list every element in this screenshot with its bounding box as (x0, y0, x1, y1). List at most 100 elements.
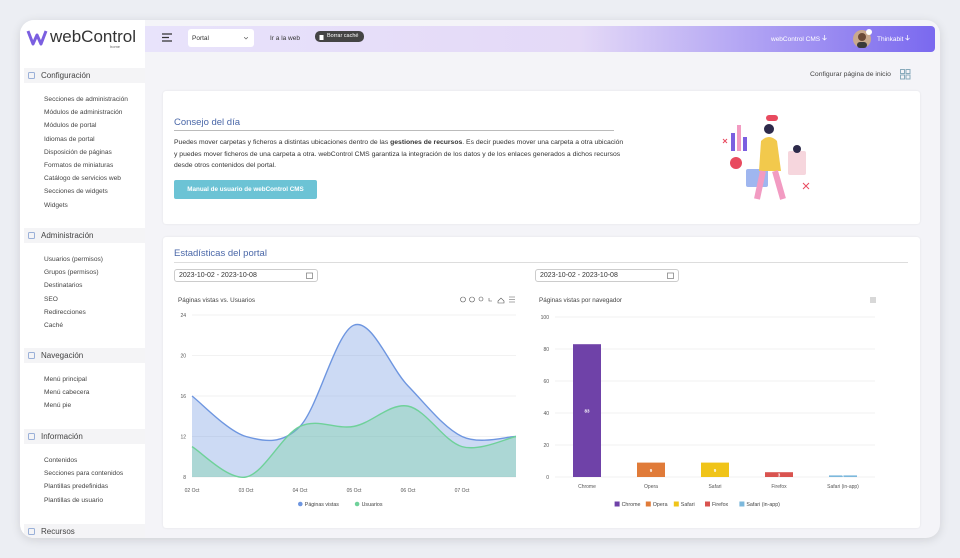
nav-item[interactable]: Plantillas predefinidas (44, 483, 109, 491)
cms-menu[interactable]: webControl CMS (771, 35, 827, 43)
user-menu[interactable]: Thinkabit (877, 35, 910, 43)
chart-menu[interactable] (870, 297, 876, 303)
x-tick-label: 04 Oct (293, 488, 308, 494)
nav-item[interactable]: Caché (44, 322, 64, 329)
line (191, 323, 517, 442)
sidebar: webControl home Configuración Secciones d… (20, 20, 145, 538)
nav-item[interactable]: Secciones de widgets (44, 188, 108, 196)
x-tick-label: Chrome (578, 484, 596, 490)
section-icon (28, 72, 35, 79)
caret (244, 37, 248, 40)
section-header[interactable]: Administración (24, 228, 145, 243)
y-tick-label: 24 (180, 313, 186, 319)
nav-item[interactable]: Menú cabecera (44, 389, 90, 397)
y-tick-label: 80 (543, 347, 549, 353)
section-header[interactable]: Navegación (24, 348, 145, 363)
manual-button[interactable]: Manual de usuario de webControl CMS (174, 180, 317, 199)
legend-label: Chrome (622, 502, 641, 508)
date-range[interactable]: 2023-10-02 - 2023-10-08 (535, 269, 679, 282)
nav-item[interactable]: Módulos de portal (44, 122, 97, 130)
bar (637, 462, 665, 477)
x-tick-label: Firefox (771, 484, 787, 490)
nav-item[interactable]: Plantillas de usuario (44, 496, 104, 504)
y-tick-label: 60 (543, 379, 549, 385)
x-tick-label: 02 Oct (185, 488, 200, 494)
nav-item[interactable]: Disposición de páginas (44, 148, 112, 156)
y-tick-label: 12 (180, 435, 186, 441)
arrow-icon (905, 35, 910, 41)
stats-title: Estadísticas del portal (174, 248, 267, 259)
nav-item[interactable]: Usuarios (permisos) (44, 256, 103, 263)
menu-toggle[interactable] (162, 33, 173, 42)
portal-select-text: Portal (192, 35, 209, 42)
section-header[interactable]: Recursos (24, 524, 145, 538)
layout-icon (900, 69, 911, 80)
tip-text-part: Puedes mover carpetas y ficheros a disti… (174, 139, 391, 146)
logo-mark (26, 30, 48, 46)
legend-swatch (645, 501, 651, 507)
nav-item[interactable]: Catálogo de servicios web (44, 175, 121, 183)
data-label: 9 (714, 468, 717, 473)
legend-label: Safari (in-app) (746, 502, 780, 508)
y-tick-label: 20 (180, 354, 186, 360)
nav-item[interactable]: Widgets (44, 201, 68, 209)
legend-label: Opera (653, 502, 668, 508)
x-tick-label: Safari (in-app) (827, 484, 859, 490)
y-tick-label: 16 (180, 394, 186, 400)
bar (701, 462, 729, 477)
section-icon (28, 352, 35, 359)
date-range-text: 2023-10-02 - 2023-10-08 (540, 272, 618, 279)
date-range-text: 2023-10-02 - 2023-10-08 (179, 272, 257, 279)
x-tick-label: Safari (708, 484, 721, 490)
trash-icon (319, 34, 324, 40)
nav-item[interactable]: Formatos de miniaturas (44, 162, 114, 169)
legend-swatch (614, 501, 620, 507)
section-icon (28, 232, 35, 239)
chart-toolbar[interactable] (460, 296, 516, 304)
page-action[interactable]: Configurar página de inicio (810, 71, 891, 78)
nav-item[interactable]: Menú principal (44, 376, 87, 383)
date-range[interactable]: 2023-10-02 - 2023-10-08 (174, 269, 318, 282)
tip-title: Consejo del día (174, 117, 241, 128)
line (191, 405, 517, 478)
section-icon (28, 433, 35, 440)
arrow-icon (822, 35, 827, 41)
nav-item[interactable]: Contenidos (44, 457, 78, 464)
nav-item[interactable]: Idiomas de portal (44, 135, 95, 143)
cache-button[interactable]: Borrar caché (315, 31, 364, 42)
section-header[interactable]: Configuración (24, 68, 145, 83)
chart-title: Páginas vistas vs. Usuarios (178, 297, 255, 304)
legend-swatch (673, 501, 679, 507)
bar (829, 475, 857, 477)
nav-item[interactable]: Módulos de administración (44, 109, 123, 117)
nav-item[interactable]: Grupos (permisos) (44, 269, 99, 277)
x-tick-label: 07 Oct (455, 488, 470, 494)
portal-select[interactable]: Portal (188, 29, 254, 47)
y-tick-label: 100 (541, 315, 550, 321)
nav-item[interactable]: Secciones de administración (44, 96, 128, 103)
x-tick-label: 06 Oct (401, 488, 416, 494)
data-label: 1 (842, 474, 845, 479)
cache-button-text: Borrar caché (327, 33, 359, 39)
nav-item[interactable]: Redirecciones (44, 308, 86, 316)
tip-text-bold: gestiones de recursos (390, 139, 463, 146)
link[interactable]: Ir a la web (270, 35, 300, 42)
legend-label: Usuarios (362, 502, 383, 508)
nav-item[interactable]: Secciones para contenidos (44, 470, 124, 478)
tip-text: Puedes mover carpetas y ficheros a disti… (174, 137, 624, 172)
stats-card: Estadísticas del portal 2023-10-02 - 202… (163, 237, 920, 528)
logo-text: webControl (50, 27, 136, 46)
section-header[interactable]: Información (24, 429, 145, 444)
nav-item[interactable]: Menú pie (44, 402, 72, 410)
y-tick-label: 40 (543, 411, 549, 417)
section-icon (28, 528, 35, 535)
nav-item[interactable]: Destinatarios (44, 282, 83, 290)
topbar: Portal Ir a la web Borrar caché webContr… (145, 26, 935, 52)
y-tick-label: 8 (183, 475, 186, 481)
nav-item[interactable]: SEO (44, 295, 58, 303)
data-label: 3 (778, 473, 781, 478)
avatar[interactable] (852, 28, 874, 50)
legend-swatch (739, 501, 745, 507)
calendar-icon (667, 272, 674, 279)
